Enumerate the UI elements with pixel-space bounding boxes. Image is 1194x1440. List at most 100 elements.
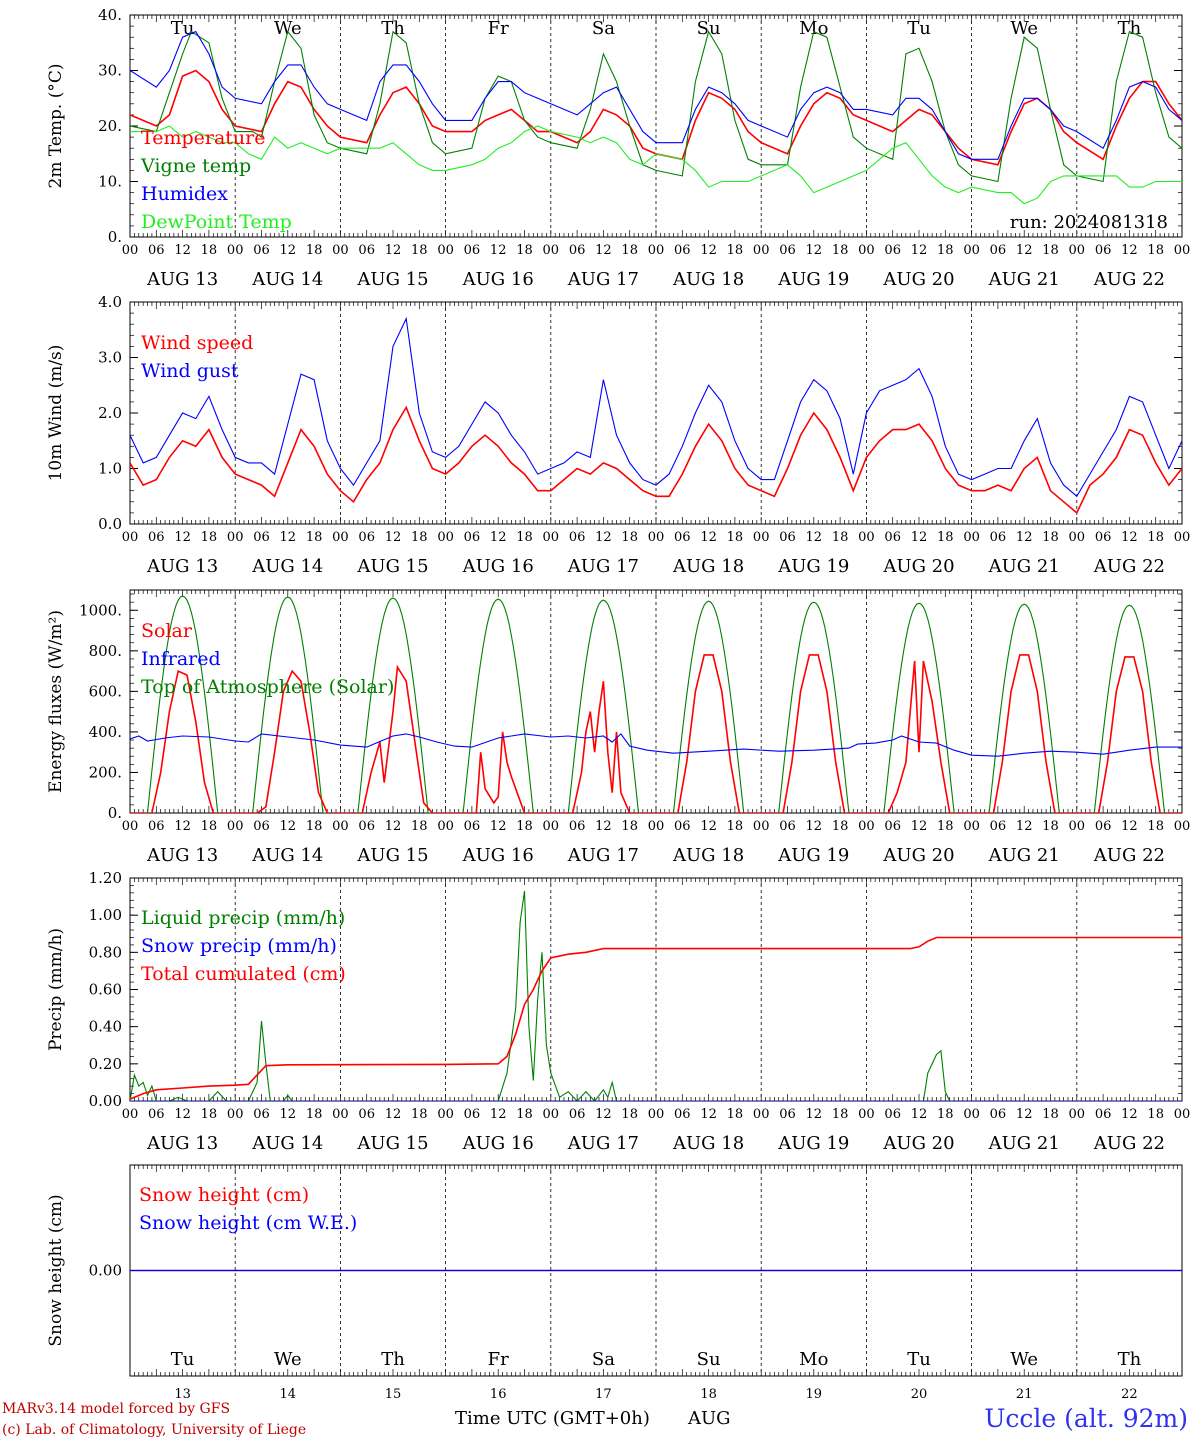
hour-label: 12: [700, 819, 717, 834]
date-label: AUG 15: [356, 845, 428, 866]
hour-label: 06: [148, 1107, 165, 1122]
y-tick-label: 0.00: [89, 1092, 122, 1110]
date-label: AUG 22: [1093, 845, 1165, 866]
weekday-label: Tu: [907, 1349, 931, 1370]
y-tick-label: 2.0: [98, 404, 122, 422]
hour-label: 18: [1042, 1107, 1059, 1122]
legend-entry: Total cumulated (cm): [141, 963, 346, 985]
hour-label: 18: [937, 819, 954, 834]
y-tick-label: 800.: [89, 642, 122, 660]
hour-label: 12: [1121, 530, 1138, 545]
month-label: AUG: [687, 1408, 731, 1429]
hour-label: 00: [648, 819, 665, 834]
hour-label: 18: [516, 530, 533, 545]
hour-label: 00: [648, 243, 665, 258]
day-number-label: 18: [700, 1387, 717, 1402]
hour-label: 12: [280, 819, 297, 834]
hour-label: 18: [832, 819, 849, 834]
hour-label: 12: [490, 530, 507, 545]
legend-entry: Liquid precip (mm/h): [141, 907, 345, 929]
y-tick-label: 600.: [89, 682, 122, 700]
hour-label: 12: [1121, 243, 1138, 258]
hour-label: 06: [1095, 530, 1112, 545]
y-tick-label: 1.0: [98, 460, 122, 478]
hour-label: 12: [385, 530, 402, 545]
date-label: AUG 22: [1093, 1133, 1165, 1154]
hour-label: 00: [753, 1107, 770, 1122]
hour-label: 12: [595, 530, 612, 545]
hour-label: 12: [280, 530, 297, 545]
hour-label: 18: [306, 530, 323, 545]
hour-label: 12: [174, 819, 191, 834]
hour-label: 18: [621, 819, 638, 834]
date-label: AUG 18: [672, 845, 744, 866]
hour-label: 18: [306, 243, 323, 258]
hour-label: 00: [227, 243, 244, 258]
hour-label: 00: [1174, 530, 1191, 545]
hour-label: 18: [306, 1107, 323, 1122]
run-annotation: run: 2024081318: [1010, 212, 1168, 233]
day-number-label: 16: [490, 1387, 507, 1402]
y-tick-label: 200.: [89, 763, 122, 781]
legend-entry: Snow height (cm W.E.): [139, 1212, 357, 1234]
hour-label: 00: [543, 1107, 560, 1122]
hour-label: 06: [1095, 819, 1112, 834]
series-line-top-of-atmosphere: [130, 595, 1182, 813]
hour-label: 00: [1069, 1107, 1086, 1122]
hour-label: 00: [543, 243, 560, 258]
hour-label: 00: [122, 243, 139, 258]
hour-label: 06: [674, 819, 691, 834]
date-label: AUG 18: [672, 269, 744, 290]
hour-label: 00: [858, 243, 875, 258]
weekday-label: Th: [1118, 1349, 1142, 1370]
hour-label: 06: [569, 243, 586, 258]
panel-2: 0.0 1.0 2.0 3.0 4.0 10m Wind (m/s) 00 06 12 18 AUG…: [46, 293, 1190, 577]
y-tick-label: 4.0: [98, 293, 122, 311]
y-tick-label: 0.80: [89, 943, 122, 961]
day-number-label: 17: [595, 1387, 612, 1402]
hour-label: 12: [911, 819, 928, 834]
weekday-label: Fr: [488, 18, 509, 39]
hour-label: 06: [779, 819, 796, 834]
series-line-humidex: [130, 30, 1182, 160]
hour-label: 12: [911, 243, 928, 258]
hour-label: 12: [806, 243, 823, 258]
y-axis-label: Precip (mm/h): [46, 928, 66, 1051]
day-number-label: 22: [1121, 1387, 1138, 1402]
hour-label: 06: [674, 243, 691, 258]
date-label: AUG 15: [356, 1133, 428, 1154]
x-axis-label: Time UTC (GMT+0h): [455, 1408, 650, 1429]
hour-label: 00: [753, 530, 770, 545]
hour-label: 12: [280, 243, 297, 258]
hour-label: 06: [990, 819, 1007, 834]
day-number-label: 13: [174, 1387, 191, 1402]
hour-label: 18: [727, 819, 744, 834]
hour-label: 12: [595, 243, 612, 258]
legend-entry: Infrared: [141, 648, 221, 670]
series-line-wind-speed: [130, 405, 1182, 515]
hour-label: 18: [621, 530, 638, 545]
hour-label: 12: [1121, 1107, 1138, 1122]
hour-label: 06: [779, 530, 796, 545]
hour-label: 12: [806, 1107, 823, 1122]
y-tick-label: 1.00: [89, 906, 122, 924]
hour-label: 12: [1016, 819, 1033, 834]
weekday-label: Th: [1118, 18, 1142, 39]
series-line-liquid-precip-mm-h-: [130, 890, 951, 1101]
hour-label: 00: [437, 530, 454, 545]
hour-label: 06: [148, 530, 165, 545]
hour-label: 18: [306, 819, 323, 834]
hour-label: 12: [595, 819, 612, 834]
legend-entry: Vigne temp: [140, 155, 251, 177]
day-number-label: 21: [1016, 1387, 1033, 1402]
hour-label: 12: [280, 1107, 297, 1122]
weekday-label: Tu: [907, 18, 931, 39]
hour-label: 06: [358, 819, 375, 834]
date-label: AUG 21: [988, 845, 1060, 866]
date-label: AUG 16: [462, 269, 534, 290]
hour-label: 00: [648, 1107, 665, 1122]
hour-label: 06: [569, 819, 586, 834]
y-axis-label: Energy fluxes (W/m²): [46, 610, 66, 793]
panel-3: 0. 200. 400. 600. 800. 1000. Energy fluxes (W/…: [46, 589, 1190, 866]
